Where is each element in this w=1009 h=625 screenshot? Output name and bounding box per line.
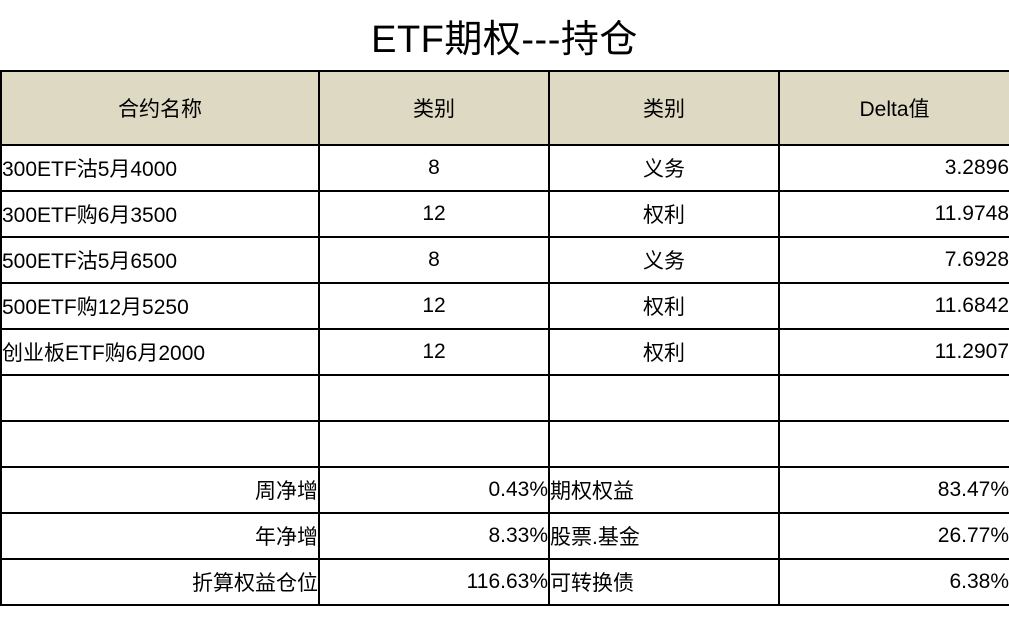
positions-table: 合约名称 类别 类别 Delta值 300ETF沽5月4000 8 义务 3.2… bbox=[0, 70, 1009, 606]
summary-label-converted-position: 折算权益仓位 bbox=[0, 558, 320, 606]
empty-row bbox=[0, 420, 1009, 468]
summary-value-option-equity: 83.47% bbox=[778, 466, 1009, 514]
cell-contract-name: 500ETF沽5月6500 bbox=[0, 236, 320, 284]
cell-quantity: 12 bbox=[318, 190, 550, 238]
cell-quantity: 8 bbox=[318, 144, 550, 192]
summary-label-stock-fund: 股票.基金 bbox=[548, 512, 780, 560]
header-cell-delta: Delta值 bbox=[778, 70, 1009, 146]
table-row: 500ETF购12月5250 12 权利 11.6842 bbox=[0, 282, 1009, 330]
summary-value-converted-position: 116.63% bbox=[318, 558, 550, 606]
empty-cell bbox=[0, 374, 320, 422]
summary-row: 年净增 8.33% 股票.基金 26.77% bbox=[0, 512, 1009, 560]
cell-contract-name: 300ETF购6月3500 bbox=[0, 190, 320, 238]
empty-row bbox=[0, 374, 1009, 422]
cell-quantity: 8 bbox=[318, 236, 550, 284]
header-cell-category-1: 类别 bbox=[318, 70, 550, 146]
cell-contract-name: 300ETF沽5月4000 bbox=[0, 144, 320, 192]
cell-delta: 7.6928 bbox=[778, 236, 1009, 284]
empty-cell bbox=[0, 420, 320, 468]
empty-cell bbox=[778, 420, 1009, 468]
header-cell-contract-name: 合约名称 bbox=[0, 70, 320, 146]
cell-type: 权利 bbox=[548, 282, 780, 330]
header-row: 合约名称 类别 类别 Delta值 bbox=[0, 70, 1009, 146]
cell-contract-name: 创业板ETF购6月2000 bbox=[0, 328, 320, 376]
cell-delta: 11.2907 bbox=[778, 328, 1009, 376]
summary-value-stock-fund: 26.77% bbox=[778, 512, 1009, 560]
cell-type: 权利 bbox=[548, 328, 780, 376]
page-title: ETF期权---持仓 bbox=[371, 18, 638, 61]
cell-delta: 11.6842 bbox=[778, 282, 1009, 330]
cell-quantity: 12 bbox=[318, 282, 550, 330]
empty-cell bbox=[318, 420, 550, 468]
summary-label-weekly-net-gain: 周净增 bbox=[0, 466, 320, 514]
summary-row: 周净增 0.43% 期权权益 83.47% bbox=[0, 466, 1009, 514]
title-bar: ETF期权---持仓 bbox=[0, 0, 1009, 70]
cell-contract-name: 500ETF购12月5250 bbox=[0, 282, 320, 330]
summary-row: 折算权益仓位 116.63% 可转换债 6.38% bbox=[0, 558, 1009, 606]
summary-label-annual-net-gain: 年净增 bbox=[0, 512, 320, 560]
empty-cell bbox=[318, 374, 550, 422]
cell-delta: 11.9748 bbox=[778, 190, 1009, 238]
cell-type: 义务 bbox=[548, 236, 780, 284]
table-row: 300ETF购6月3500 12 权利 11.9748 bbox=[0, 190, 1009, 238]
cell-delta: 3.2896 bbox=[778, 144, 1009, 192]
header-cell-category-2: 类别 bbox=[548, 70, 780, 146]
table-row: 300ETF沽5月4000 8 义务 3.2896 bbox=[0, 144, 1009, 192]
cell-quantity: 12 bbox=[318, 328, 550, 376]
table-row: 500ETF沽5月6500 8 义务 7.6928 bbox=[0, 236, 1009, 284]
summary-value-convertible-bond: 6.38% bbox=[778, 558, 1009, 606]
empty-cell bbox=[548, 420, 780, 468]
summary-value-weekly-net-gain: 0.43% bbox=[318, 466, 550, 514]
summary-label-convertible-bond: 可转换债 bbox=[548, 558, 780, 606]
cell-type: 义务 bbox=[548, 144, 780, 192]
empty-cell bbox=[548, 374, 780, 422]
cell-type: 权利 bbox=[548, 190, 780, 238]
empty-cell bbox=[778, 374, 1009, 422]
summary-label-option-equity: 期权权益 bbox=[548, 466, 780, 514]
summary-value-annual-net-gain: 8.33% bbox=[318, 512, 550, 560]
table-row: 创业板ETF购6月2000 12 权利 11.2907 bbox=[0, 328, 1009, 376]
